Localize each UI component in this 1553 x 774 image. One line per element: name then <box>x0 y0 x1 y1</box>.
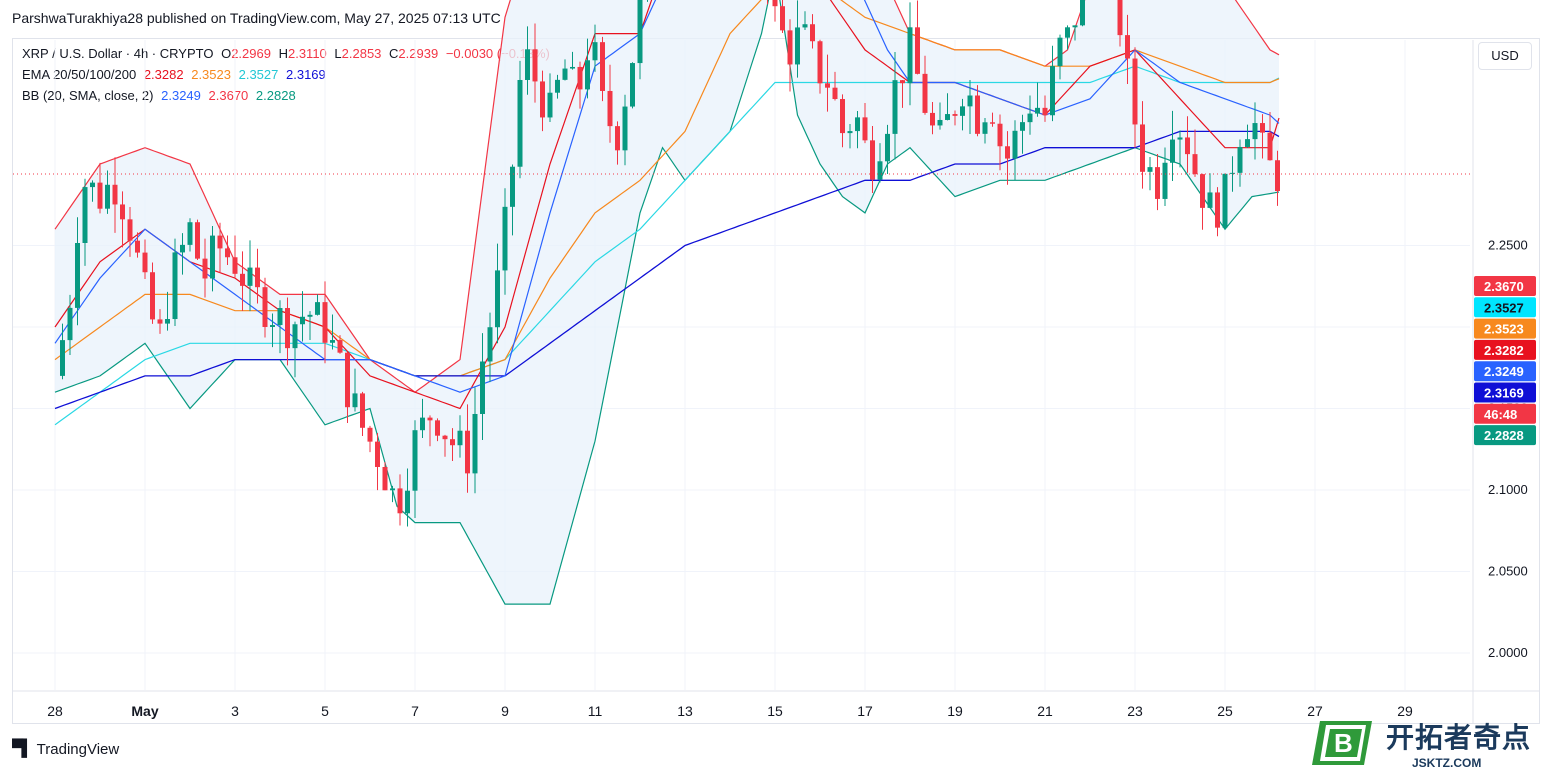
legend-low: 2.2853 <box>341 46 382 61</box>
legend-ema-label[interactable]: EMA 20/50/100/200 <box>22 67 137 82</box>
legend-close-label: C <box>389 46 399 61</box>
publisher-line: ParshwaTurakhiya28 published on TradingV… <box>12 10 501 26</box>
candle-body <box>780 6 785 31</box>
candle-body <box>1065 27 1070 38</box>
candle-body <box>1080 0 1085 26</box>
tradingview-brand: TradingView <box>36 740 120 758</box>
legend-ema20: 2.3282 <box>143 67 184 82</box>
legend-close: 2.2939 <box>398 46 439 61</box>
watermark-badge-letter: B <box>1334 728 1353 758</box>
tradingview-mark-icon: ▀▌ <box>12 740 33 757</box>
legend-open-label: O <box>221 46 232 61</box>
legend-ema100: 2.3527 <box>238 67 279 82</box>
watermark-badge-icon: B <box>1312 717 1376 769</box>
watermark-url: JSKTZ.COM <box>1412 756 1482 770</box>
legend-symbol[interactable]: XRP / U.S. Dollar · 4h · CRYPTO <box>22 46 214 61</box>
tradingview-logo[interactable]: ▀▌ TradingView <box>12 740 119 758</box>
candle-body <box>772 0 778 7</box>
legend-ema200: 2.3169 <box>286 67 326 82</box>
legend-low-label: L <box>334 46 342 61</box>
candle-body <box>1072 25 1078 28</box>
legend-bb-row: BB (20, SMA, close, 2) 2.3249 2.3670 2.2… <box>22 88 300 103</box>
chart-panel <box>12 38 1540 724</box>
watermark-text: 开拓者奇点 <box>1386 722 1532 753</box>
legend-symbol-row: XRP / U.S. Dollar · 4h · CRYPTO O2.2969 … <box>22 46 554 61</box>
candle-body <box>1117 0 1123 36</box>
legend-high-label: H <box>278 46 288 61</box>
legend-change: −0.0030 (−0.13%) <box>445 46 550 61</box>
legend-bb-upper: 2.3670 <box>208 88 249 103</box>
legend-bb-label[interactable]: BB (20, SMA, close, 2) <box>22 88 154 103</box>
legend-bb-lower: 2.2828 <box>255 88 296 103</box>
legend-ema50: 2.3523 <box>191 67 231 82</box>
legend-ema-row: EMA 20/50/100/200 2.3282 2.3523 2.3527 2… <box>22 67 330 82</box>
currency-button[interactable]: USD <box>1478 42 1532 70</box>
candle-body <box>802 24 808 28</box>
legend-bb-basis: 2.3249 <box>161 88 201 103</box>
legend-high: 2.3110 <box>287 46 327 61</box>
legend-open: 2.2969 <box>231 46 271 61</box>
watermark: B 开拓者奇点 JSKTZ.COM <box>1312 716 1531 770</box>
